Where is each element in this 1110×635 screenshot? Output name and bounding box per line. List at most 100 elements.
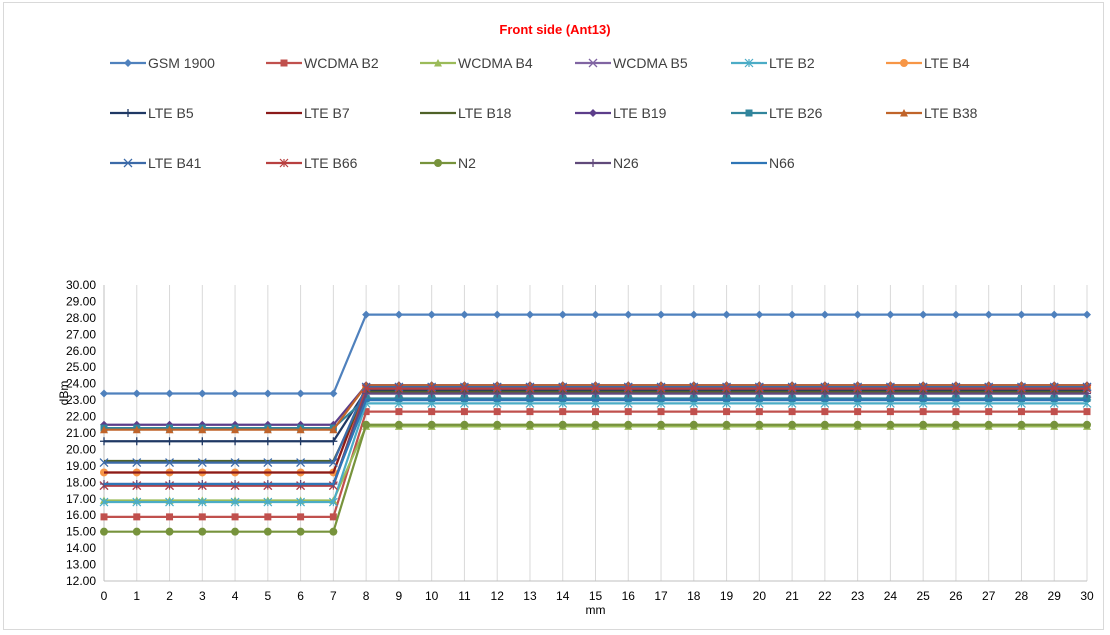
- data-point-lte-b26: [690, 394, 698, 402]
- series-n66: [104, 399, 1087, 486]
- legend-swatch: [266, 111, 302, 115]
- data-point-n26: [886, 389, 895, 398]
- data-point-wcdma-b2: [592, 408, 599, 416]
- legend-label: LTE B2: [769, 55, 815, 71]
- data-point-gsm-1900: [1083, 310, 1091, 319]
- legend-label: LTE B26: [769, 105, 823, 121]
- legend-marker: [279, 158, 289, 168]
- data-point-n2: [362, 420, 371, 429]
- data-point-n26: [689, 389, 698, 398]
- legend-item-lte-b41: LTE B41: [110, 153, 201, 173]
- y-tick-label: 27.00: [66, 327, 96, 341]
- data-point-n2: [624, 420, 633, 429]
- data-point-n2: [231, 527, 240, 536]
- data-point-wcdma-b2: [362, 408, 370, 416]
- data-point-n2: [493, 420, 502, 429]
- data-point-n26: [624, 389, 633, 398]
- legend-swatch: [731, 58, 767, 68]
- legend-swatch: [731, 161, 767, 165]
- data-point-wcdma-b2: [821, 408, 829, 416]
- legend-swatch: [731, 109, 767, 117]
- x-tick-label: 10: [425, 589, 439, 603]
- y-tick-label: 28.00: [66, 311, 96, 325]
- x-tick-label: 24: [884, 589, 898, 603]
- x-tick-label: 4: [232, 589, 239, 603]
- legend-item-lte-b5: LTE B5: [110, 103, 194, 123]
- data-point-n2: [460, 420, 469, 429]
- legend-label: LTE B19: [613, 105, 667, 121]
- data-point-lte-b2: [197, 497, 207, 507]
- y-tick-label: 23.00: [66, 393, 96, 407]
- data-point-lte-b26: [919, 394, 927, 402]
- data-point-lte-b41: [132, 458, 142, 468]
- x-tick-label: 21: [785, 589, 799, 603]
- legend-swatch: [266, 158, 302, 168]
- legend-label: LTE B41: [148, 155, 202, 171]
- data-point-lte-b5: [263, 437, 272, 446]
- data-point-n2: [525, 420, 534, 429]
- legend-swatch: [266, 59, 302, 67]
- legend-swatch: [420, 59, 456, 67]
- data-point-lte-b38: [329, 425, 338, 434]
- data-point-lte-b38: [263, 425, 272, 434]
- data-point-lte-b5: [165, 437, 174, 446]
- data-point-wcdma-b2: [460, 408, 468, 416]
- data-point-gsm-1900: [132, 389, 141, 398]
- data-point-gsm-1900: [296, 389, 305, 398]
- data-point-gsm-1900: [591, 310, 600, 319]
- data-point-lte-b5: [329, 437, 338, 446]
- y-tick-label: 24.00: [66, 377, 96, 391]
- legend-item-lte-b2: LTE B2: [731, 53, 815, 73]
- y-tick-label: 16.00: [66, 508, 96, 522]
- data-point-lte-b38: [132, 425, 141, 434]
- x-tick-label: 15: [589, 589, 603, 603]
- data-point-wcdma-b2: [985, 408, 993, 416]
- data-point-wcdma-b2: [657, 408, 665, 416]
- legend-swatch: [110, 59, 146, 67]
- data-point-lte-b5: [100, 437, 108, 446]
- data-point-lte-b26: [526, 394, 534, 402]
- data-point-n26: [525, 389, 534, 398]
- data-point-n26: [394, 389, 403, 398]
- data-point-n26: [427, 389, 436, 398]
- data-point-n2: [722, 420, 731, 429]
- data-point-wcdma-b2: [297, 513, 305, 521]
- y-tick-label: 19.00: [66, 459, 96, 473]
- legend-marker: [589, 109, 597, 117]
- x-tick-label: 8: [363, 589, 370, 603]
- data-point-wcdma-b2: [133, 513, 141, 521]
- data-point-gsm-1900: [657, 310, 666, 319]
- data-point-wcdma-b2: [1017, 408, 1025, 416]
- data-point-gsm-1900: [263, 389, 272, 398]
- data-point-wcdma-b2: [1050, 408, 1058, 416]
- data-point-gsm-1900: [820, 310, 829, 319]
- data-point-gsm-1900: [460, 310, 469, 319]
- data-point-lte-b5: [231, 437, 240, 446]
- legend-label: N66: [769, 155, 795, 171]
- legend-item-lte-b19: LTE B19: [575, 103, 666, 123]
- data-point-n26: [788, 389, 797, 398]
- data-point-n2: [198, 527, 207, 536]
- legend-swatch: [575, 159, 611, 167]
- data-point-wcdma-b2: [231, 513, 239, 521]
- data-point-lte-b26: [821, 394, 829, 402]
- y-tick-label: 26.00: [66, 344, 96, 358]
- x-tick-label: 13: [523, 589, 537, 603]
- data-point-gsm-1900: [394, 310, 403, 319]
- data-point-n2: [427, 420, 436, 429]
- data-point-n2: [296, 527, 305, 536]
- x-tick-label: 19: [720, 589, 734, 603]
- data-point-n26: [591, 389, 600, 398]
- x-tick-label: 2: [166, 589, 173, 603]
- data-point-lte-b41: [230, 458, 240, 468]
- data-point-gsm-1900: [853, 310, 862, 319]
- data-point-lte-b26: [854, 394, 862, 402]
- data-point-wcdma-b2: [755, 408, 763, 416]
- data-point-lte-b38: [165, 425, 174, 434]
- data-point-lte-b2: [165, 497, 174, 507]
- y-axis-title: dBm: [57, 381, 71, 406]
- x-tick-label: 27: [982, 589, 996, 603]
- legend-item-n66: N66: [731, 153, 795, 173]
- data-point-lte-b2: [296, 497, 306, 507]
- data-point-n2: [558, 420, 567, 429]
